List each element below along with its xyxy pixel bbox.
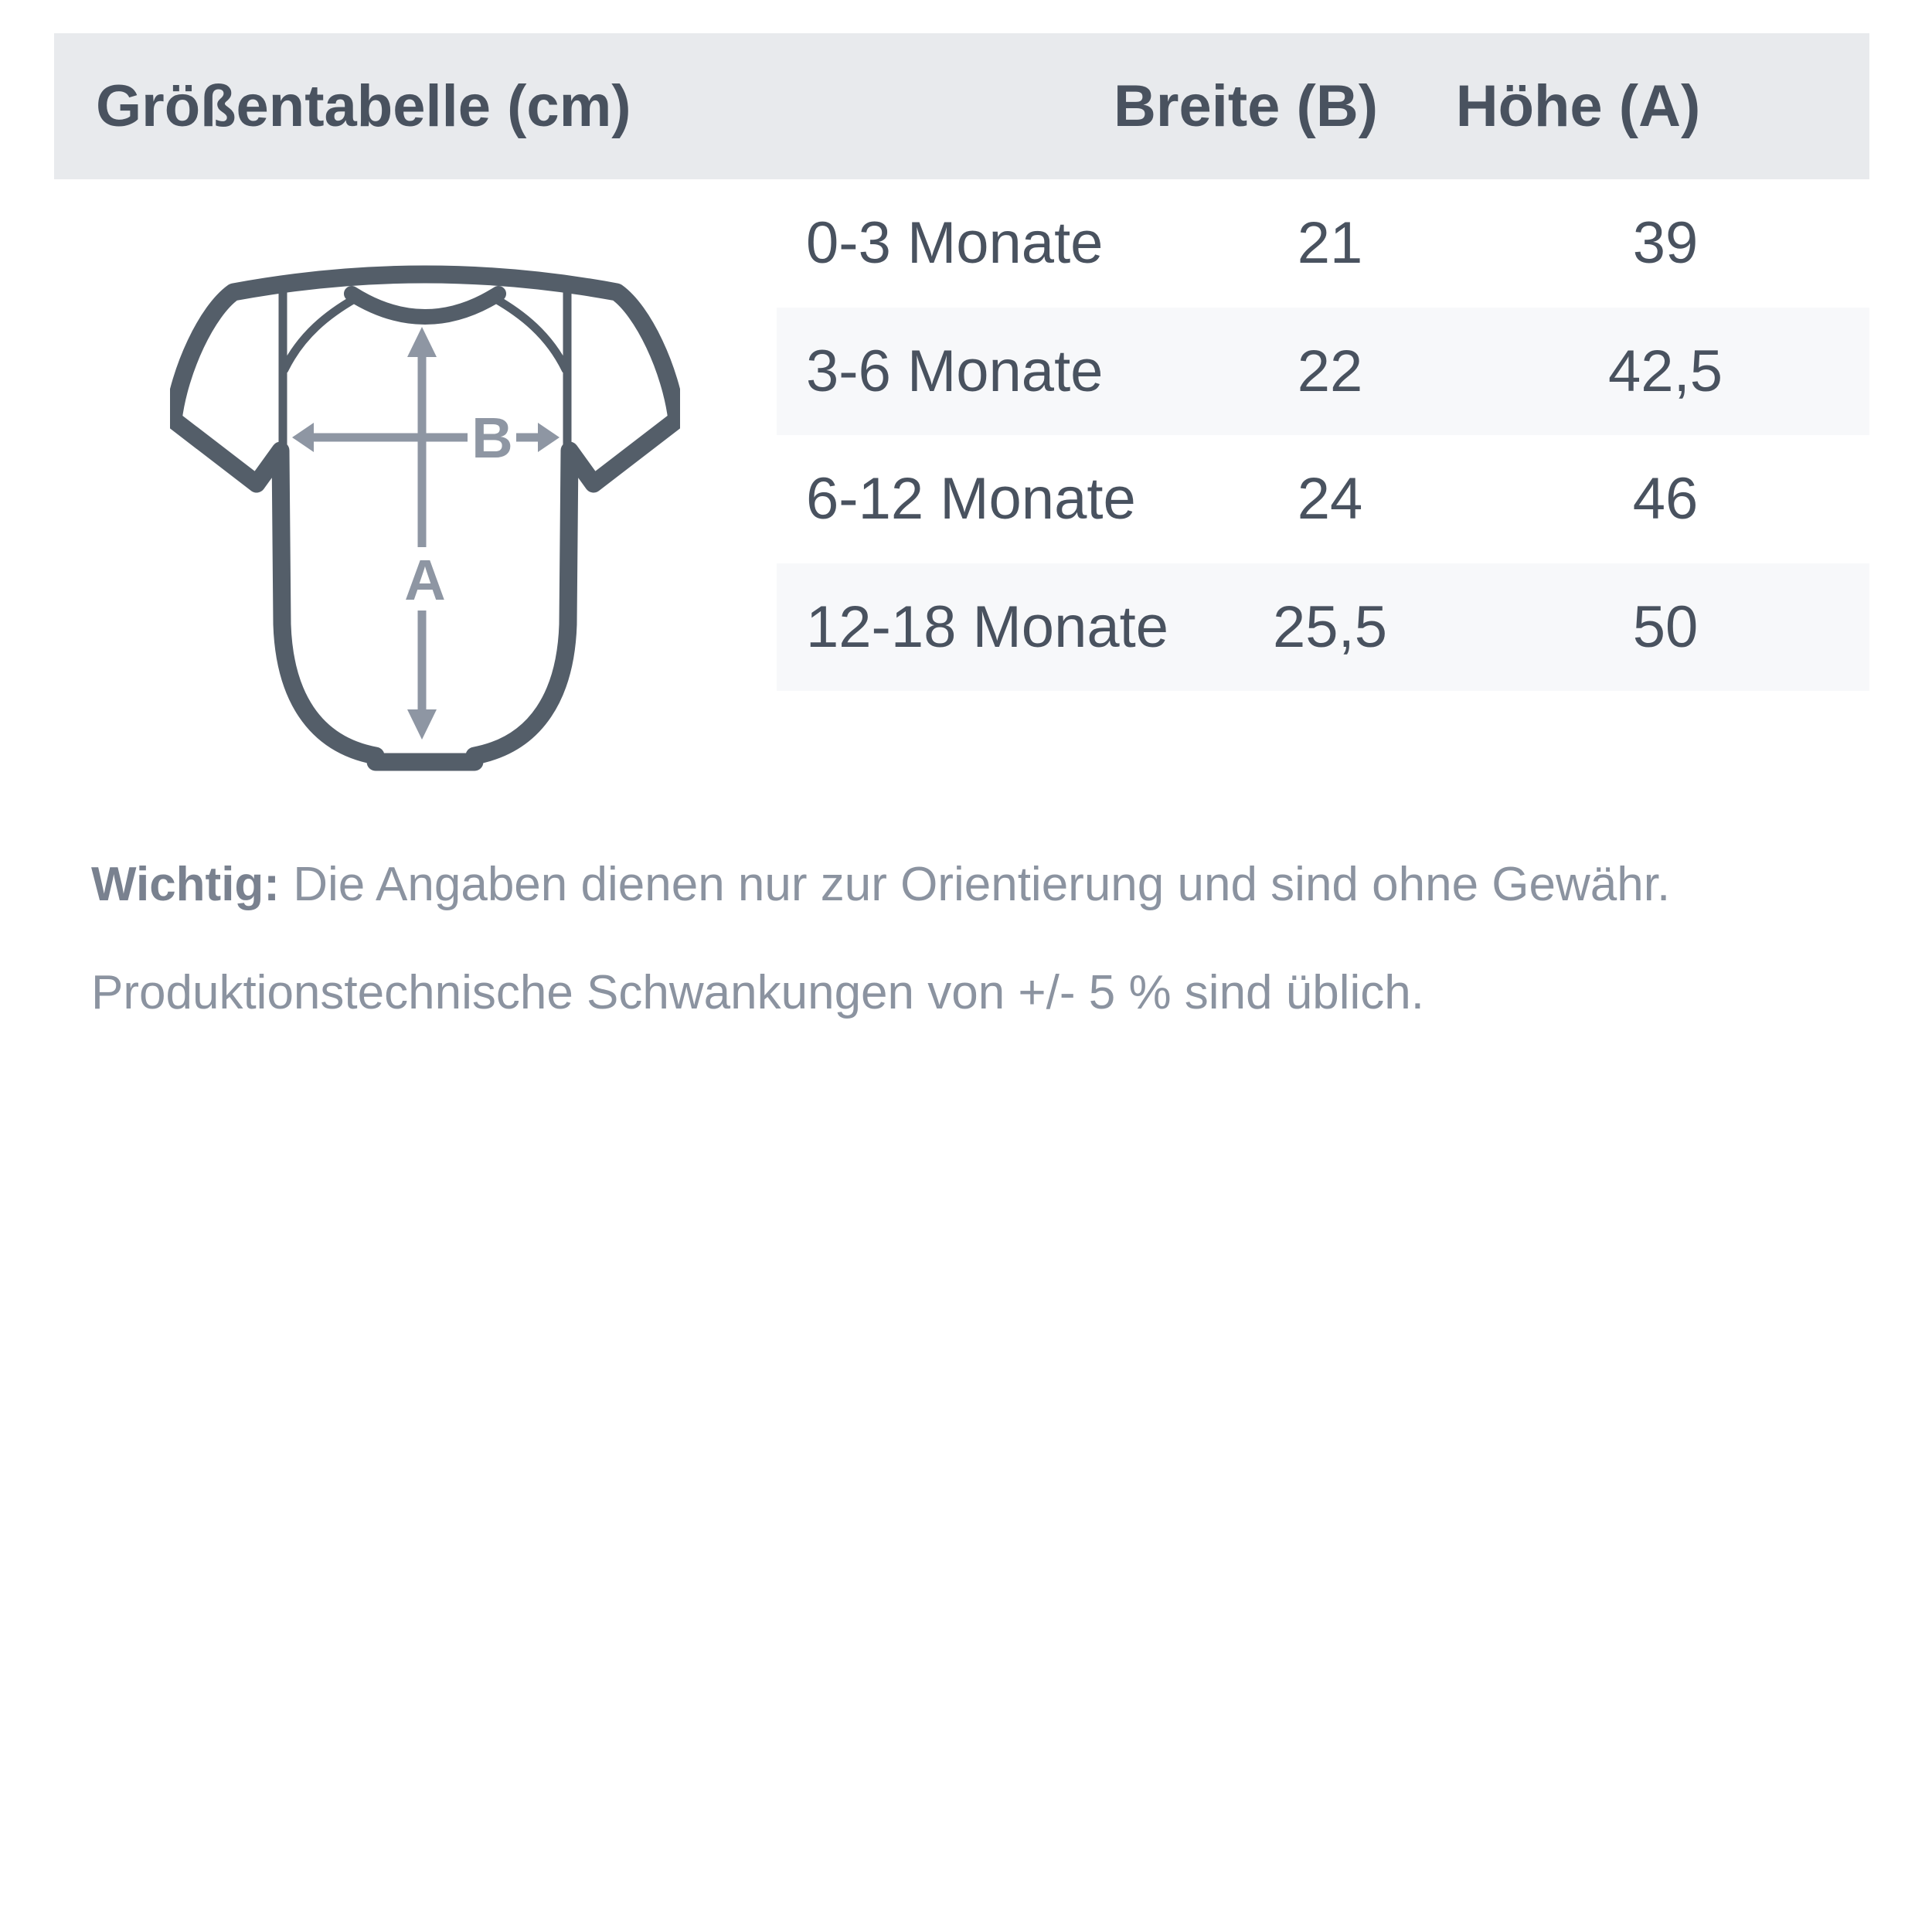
height-arrow: A bbox=[404, 327, 446, 740]
row-size-label: 12-18 Monate bbox=[806, 594, 1168, 660]
disclaimer-line-1: Wichtig: Die Angaben dienen nur zur Orie… bbox=[91, 831, 1845, 939]
right-armhole-seam bbox=[490, 277, 572, 455]
table-row: 6-12 Monate 24 46 bbox=[777, 435, 1869, 563]
row-height-value: 50 bbox=[1632, 594, 1699, 660]
size-chart-header: Größentabelle (cm) Breite (B) Höhe (A) bbox=[54, 33, 1869, 179]
row-height-value: 42,5 bbox=[1608, 338, 1723, 404]
row-width-value: 24 bbox=[1297, 466, 1363, 532]
table-row: 0-3 Monate 21 39 bbox=[777, 179, 1869, 308]
baby-bodysuit-diagram: B A bbox=[170, 261, 680, 775]
width-arrow: B bbox=[292, 406, 560, 470]
row-size-label: 0-3 Monate bbox=[806, 210, 1104, 277]
row-width-value: 22 bbox=[1297, 338, 1363, 404]
column-header-height: Höhe (A) bbox=[1455, 73, 1701, 139]
row-width-value: 25,5 bbox=[1273, 594, 1387, 660]
disclaimer-line-2: Produktionstechnische Schwankungen von +… bbox=[91, 939, 1845, 1047]
baby-bodysuit-icon: B A bbox=[170, 265, 680, 771]
disclaimer-bold-prefix: Wichtig: bbox=[91, 858, 280, 911]
width-label: B bbox=[471, 406, 512, 470]
collar-band bbox=[344, 286, 506, 325]
disclaimer-text-2: Produktionstechnische Schwankungen von +… bbox=[91, 966, 1424, 1019]
disclaimer-text-1: Die Angaben dienen nur zur Orientierung … bbox=[293, 858, 1671, 911]
row-width-value: 21 bbox=[1297, 210, 1363, 277]
table-row: 3-6 Monate 22 42,5 bbox=[777, 307, 1869, 435]
row-height-value: 39 bbox=[1632, 210, 1699, 277]
table-row: 12-18 Monate 25,5 50 bbox=[777, 563, 1869, 691]
size-chart-title: Größentabelle (cm) bbox=[96, 73, 631, 139]
left-armhole-seam bbox=[278, 277, 360, 455]
column-header-width: Breite (B) bbox=[1113, 73, 1379, 139]
height-label: A bbox=[404, 548, 445, 612]
row-size-label: 6-12 Monate bbox=[806, 466, 1136, 532]
size-table-body: 0-3 Monate 21 39 3-6 Monate 22 42,5 6-12… bbox=[777, 179, 1869, 691]
row-size-label: 3-6 Monate bbox=[806, 338, 1104, 404]
disclaimer-note: Wichtig: Die Angaben dienen nur zur Orie… bbox=[91, 831, 1845, 1047]
row-height-value: 46 bbox=[1632, 466, 1699, 532]
